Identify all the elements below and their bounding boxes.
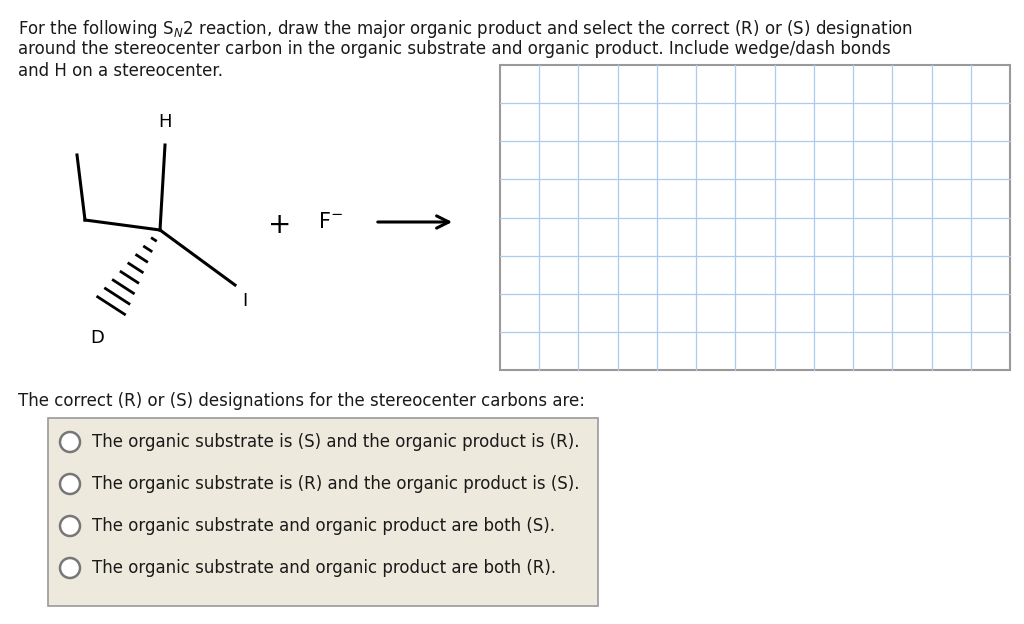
Circle shape (60, 516, 80, 536)
Text: The organic substrate is (S) and the organic product is (R).: The organic substrate is (S) and the org… (92, 433, 580, 451)
Text: and H on a stereocenter.: and H on a stereocenter. (18, 62, 223, 80)
Text: D: D (90, 329, 104, 347)
Text: +: + (268, 211, 292, 239)
Bar (500, 65, 1010, 370)
Text: The organic substrate and organic product are both (S).: The organic substrate and organic produc… (92, 517, 555, 535)
Text: The organic substrate and organic product are both (R).: The organic substrate and organic produc… (92, 559, 556, 577)
Text: H: H (159, 113, 172, 131)
Text: around the stereocenter carbon in the organic substrate and organic product. Inc: around the stereocenter carbon in the or… (18, 40, 891, 58)
Circle shape (60, 558, 80, 578)
Bar (48, 418, 598, 606)
Circle shape (60, 474, 80, 494)
Text: The organic substrate is (R) and the organic product is (S).: The organic substrate is (R) and the org… (92, 475, 580, 493)
Text: I: I (242, 292, 247, 310)
Text: For the following S$_N$2 reaction, draw the major organic product and select the: For the following S$_N$2 reaction, draw … (18, 18, 913, 40)
Circle shape (60, 432, 80, 452)
Text: F$^{-}$: F$^{-}$ (317, 212, 342, 232)
Text: The correct (R) or (S) designations for the stereocenter carbons are:: The correct (R) or (S) designations for … (18, 392, 585, 410)
